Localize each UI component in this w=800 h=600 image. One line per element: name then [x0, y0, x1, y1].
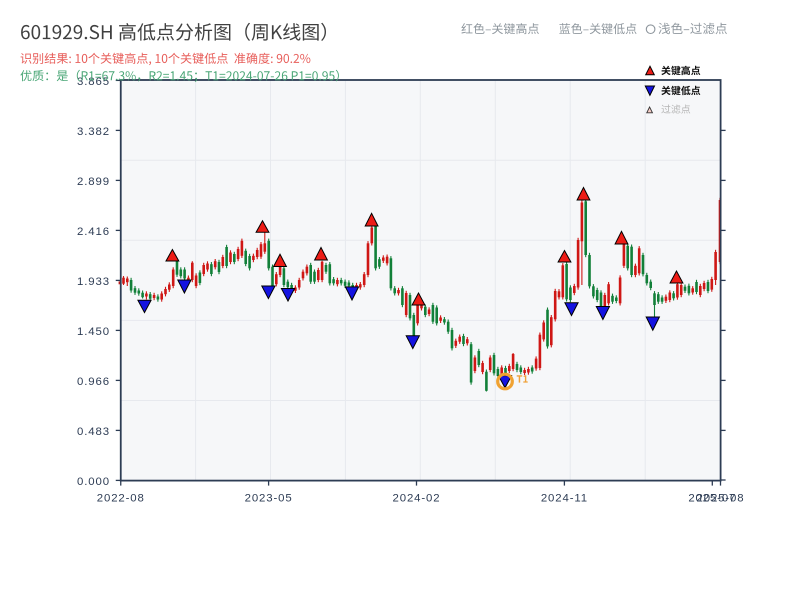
svg-text:3.865: 3.865: [77, 76, 110, 88]
svg-text:2.416: 2.416: [77, 226, 110, 238]
svg-text:2.899: 2.899: [77, 176, 110, 188]
svg-text:2025-07: 2025-07: [688, 492, 736, 504]
svg-text:2025-08: 2025-08: [697, 492, 745, 504]
svg-text:0.966: 0.966: [77, 376, 110, 388]
svg-text:1.450: 1.450: [77, 326, 110, 338]
svg-text:1.933: 1.933: [77, 276, 110, 288]
svg-text:0.483: 0.483: [77, 426, 110, 438]
svg-text:2022-08: 2022-08: [97, 492, 145, 504]
svg-text:2023-05: 2023-05: [245, 492, 293, 504]
svg-text:3.382: 3.382: [77, 126, 110, 138]
svg-text:0.000: 0.000: [77, 476, 110, 488]
svg-text:2024-11: 2024-11: [541, 492, 588, 504]
svg-text:2024-02: 2024-02: [393, 492, 441, 504]
